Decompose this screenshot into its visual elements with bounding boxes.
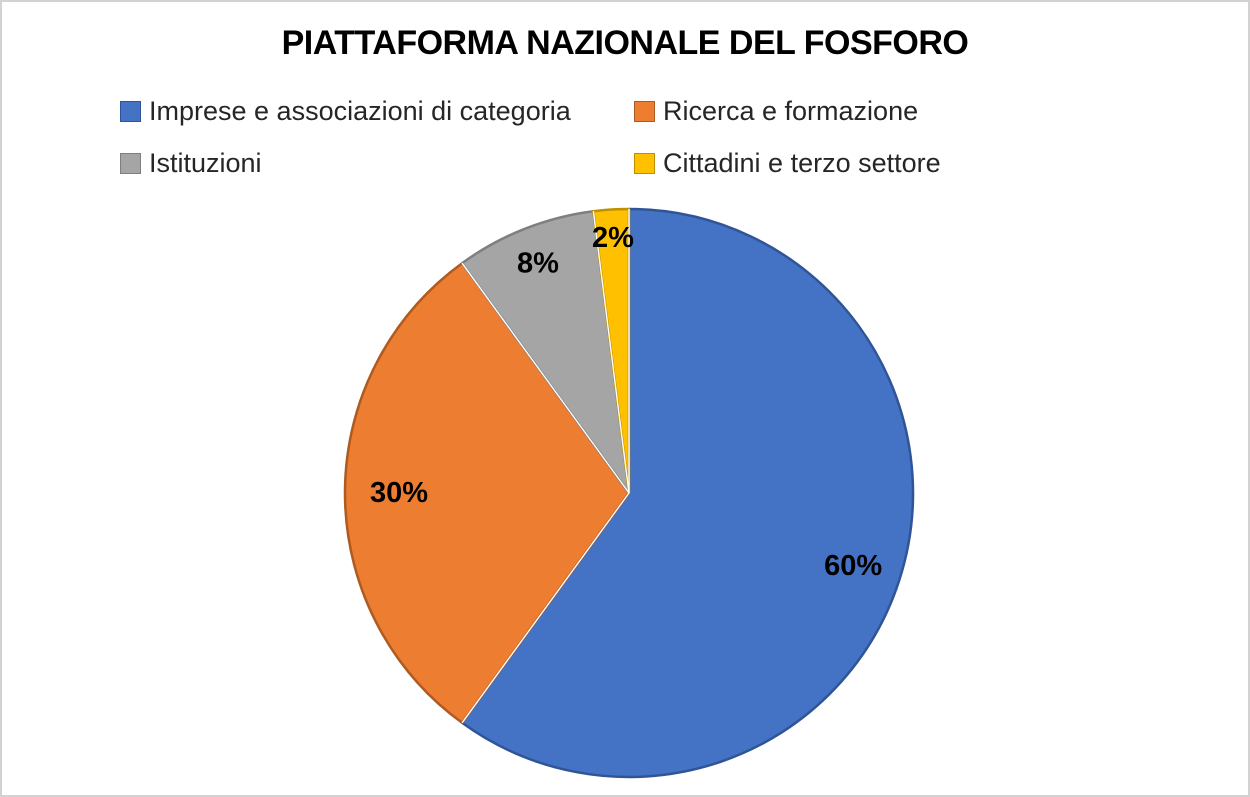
pie-slice-2 [460, 209, 631, 495]
legend-item-istituzioni: Istituzioni [120, 148, 634, 178]
legend-label: Ricerca e formazione [663, 95, 919, 126]
legend-swatch-icon [120, 100, 141, 122]
chart-legend: Imprese e associazioni di categoria Rice… [120, 96, 941, 178]
data-label-1: 30% [370, 477, 428, 509]
data-label-2: 8% [517, 247, 559, 279]
legend-item-cittadini: Cittadini e terzo settore [634, 148, 941, 178]
pie-slice-0 [460, 207, 915, 779]
data-label-3: 2% [592, 222, 634, 254]
data-label-0: 60% [824, 550, 882, 582]
legend-label: Cittadini e terzo settore [663, 147, 941, 178]
slice-separator [461, 492, 630, 724]
legend-label: Imprese e associazioni di categoria [149, 95, 571, 126]
legend-label: Istituzioni [149, 147, 262, 178]
slice-separator [592, 211, 630, 494]
legend-item-imprese: Imprese e associazioni di categoria [120, 96, 634, 126]
pie-slice-1 [343, 261, 631, 725]
slice-separator [461, 262, 630, 494]
legend-swatch-icon [634, 152, 655, 174]
legend-swatch-icon [634, 100, 655, 122]
legend-item-ricerca: Ricerca e formazione [634, 96, 941, 126]
chart-title: PIATTAFORMA NAZIONALE DEL FOSFORO [281, 24, 969, 62]
legend-swatch-icon [120, 152, 141, 174]
